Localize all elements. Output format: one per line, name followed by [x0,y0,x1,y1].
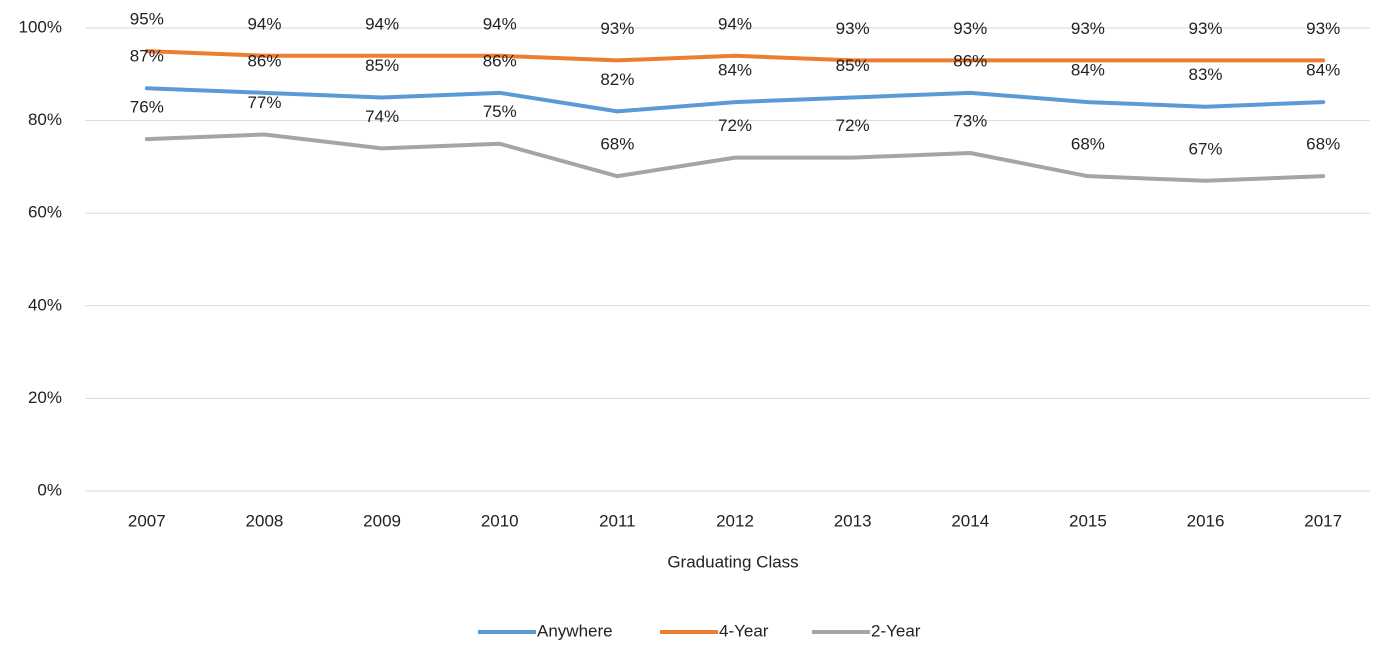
data-label: 68% [1306,135,1340,154]
data-label: 82% [600,70,634,89]
data-label: 93% [600,19,634,38]
y-tick-label: 80% [28,110,62,129]
data-label: 84% [718,61,752,80]
legend-label: 4-Year [719,621,769,640]
series-line [144,49,1326,63]
data-label: 93% [1189,19,1223,38]
x-axis-title: Graduating Class [667,552,798,571]
x-tick-label: 2012 [716,511,754,530]
data-label: 93% [953,19,987,38]
data-label: 72% [836,116,870,135]
data-label: 93% [1071,19,1105,38]
data-label: 94% [247,14,281,33]
data-label: 76% [130,98,164,117]
x-tick-label: 2009 [363,511,401,530]
data-label: 86% [953,51,987,70]
x-tick-label: 2013 [834,511,872,530]
data-label: 95% [130,10,164,29]
legend-label: Anywhere [537,621,613,640]
data-label: 67% [1189,139,1223,158]
data-label: 84% [1306,61,1340,80]
data-label: 94% [718,14,752,33]
y-tick-label: 20% [28,388,62,407]
data-label: 73% [953,111,987,130]
data-label: 68% [600,135,634,154]
data-label: 85% [836,56,870,75]
legend-label: 2-Year [871,621,921,640]
data-label: 72% [718,116,752,135]
data-label: 86% [247,51,281,70]
y-tick-label: 60% [28,203,62,222]
data-label: 87% [130,47,164,66]
data-label: 94% [365,14,399,33]
data-label: 83% [1189,65,1223,84]
series-line [144,132,1326,183]
data-label: 75% [483,102,517,121]
data-label: 84% [1071,61,1105,80]
x-tick-label: 2011 [599,511,636,530]
data-label: 93% [836,19,870,38]
data-label: 74% [365,107,399,126]
series-line [144,86,1326,114]
x-tick-label: 2016 [1187,511,1225,530]
data-label: 93% [1306,19,1340,38]
y-tick-label: 0% [37,480,62,499]
x-tick-label: 2007 [128,511,166,530]
y-tick-label: 100% [19,17,62,36]
data-label: 85% [365,56,399,75]
x-tick-label: 2014 [951,511,989,530]
x-tick-label: 2010 [481,511,519,530]
data-label: 68% [1071,135,1105,154]
data-label: 77% [247,93,281,112]
y-tick-label: 40% [28,295,62,314]
x-tick-label: 2017 [1304,511,1342,530]
x-tick-label: 2008 [246,511,284,530]
x-tick-label: 2015 [1069,511,1107,530]
data-label: 94% [483,14,517,33]
data-label: 86% [483,51,517,70]
